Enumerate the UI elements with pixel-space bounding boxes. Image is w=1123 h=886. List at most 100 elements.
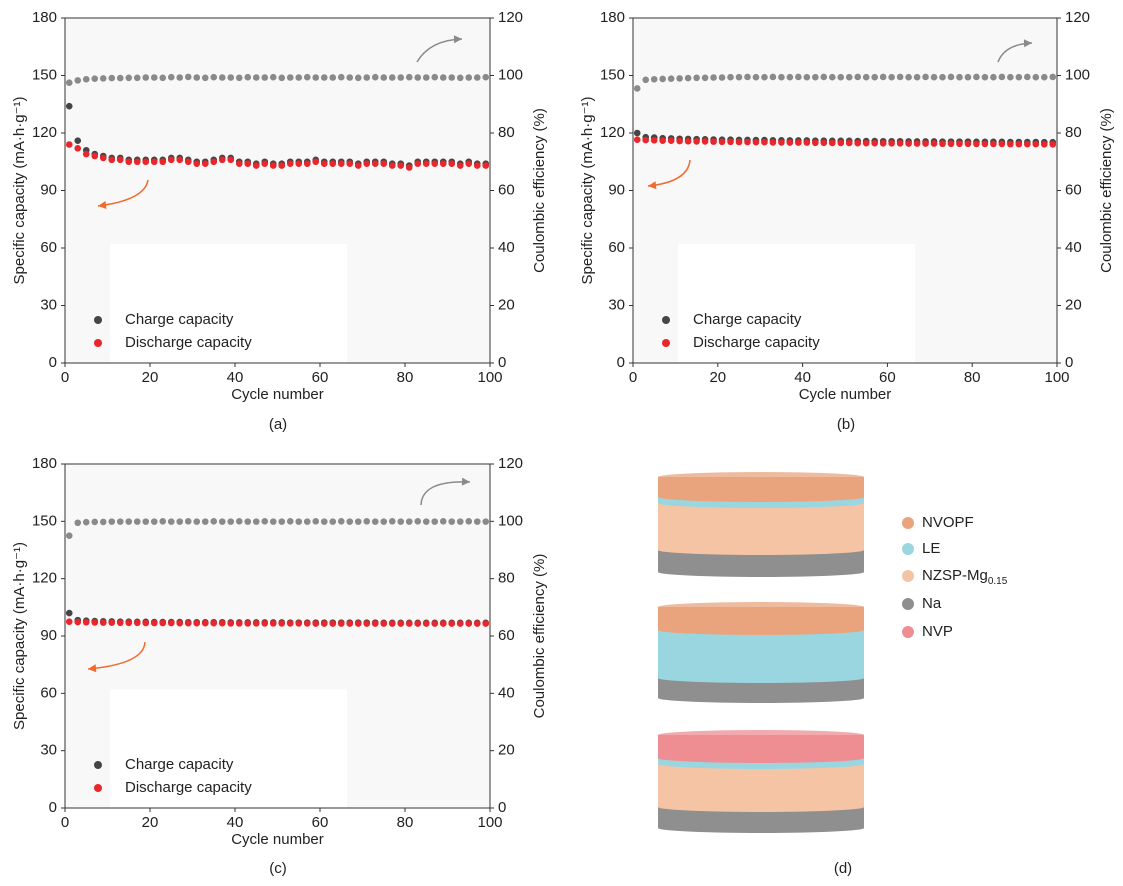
data-point [1049, 141, 1057, 148]
data-point [828, 139, 836, 147]
y-tick-label: 120 [600, 124, 625, 141]
y2-tick-label: 20 [1065, 296, 1082, 313]
y-axis-label: Specific capacity (mA·h·g⁻¹) [11, 97, 28, 285]
data-point [947, 140, 955, 148]
data-point [905, 73, 912, 81]
data-point [354, 620, 362, 627]
y-tick-label: 60 [608, 239, 625, 256]
y2-tick-label: 0 [498, 799, 506, 816]
data-point [956, 73, 963, 81]
data-point [65, 102, 73, 110]
data-point [803, 139, 811, 146]
layer [658, 630, 864, 678]
data-point [803, 73, 811, 81]
data-point [167, 156, 175, 164]
data-point [1024, 73, 1031, 81]
panel-label: (b) [837, 416, 855, 433]
data-point [431, 518, 439, 525]
data-point [278, 620, 286, 627]
legend-label: Charge capacity [125, 311, 234, 328]
plot-frame [632, 17, 1058, 364]
data-point [193, 74, 201, 81]
data-point [269, 73, 277, 81]
y2-tick-label: 20 [498, 296, 515, 313]
data-point [701, 74, 709, 82]
data-point [473, 518, 481, 525]
data-point [150, 158, 158, 166]
data-point [184, 619, 192, 627]
data-point [125, 518, 133, 525]
data-point [210, 73, 218, 81]
legend-box [110, 243, 347, 363]
y2-tick-label: 20 [498, 742, 515, 759]
data-point [888, 140, 895, 147]
data-point [414, 620, 422, 627]
data-point [184, 518, 192, 525]
data-point [448, 518, 456, 525]
data-point [837, 139, 845, 147]
data-point [448, 160, 456, 167]
data-point [133, 619, 141, 627]
data-point [261, 160, 269, 167]
data-point [761, 138, 768, 146]
data-point [786, 139, 794, 146]
data-point [380, 160, 388, 167]
data-point [286, 74, 294, 81]
data-point [329, 74, 337, 81]
panel-label: (a) [269, 416, 287, 433]
data-point [439, 620, 447, 627]
data-point [448, 74, 456, 81]
data-point [659, 137, 666, 144]
x-tick-label: 40 [794, 369, 811, 386]
legend-text: NVP [922, 623, 953, 640]
data-point [312, 158, 320, 166]
data-point [939, 73, 946, 81]
x-tick-label: 60 [312, 369, 329, 386]
data-point [278, 74, 286, 82]
y-axis-label: Specific capacity (mA·h·g⁻¹) [11, 542, 28, 730]
data-point [371, 73, 379, 81]
data-point [218, 74, 226, 81]
y2-axis-label: Coulombic efficiency (%) [531, 108, 548, 273]
data-point [388, 518, 396, 525]
data-point [786, 73, 794, 81]
legend-marker [94, 339, 102, 347]
data-point [727, 138, 734, 146]
y2-tick-label: 120 [1065, 9, 1090, 26]
x-tick-label: 0 [61, 369, 69, 386]
data-point [922, 140, 929, 147]
arrow-head [1023, 39, 1032, 48]
data-point [244, 160, 252, 167]
data-point [482, 620, 490, 627]
y2-tick-label: 120 [498, 9, 523, 26]
data-point [167, 619, 175, 627]
data-point [82, 150, 90, 158]
data-point [735, 138, 743, 146]
data-point [473, 74, 481, 81]
data-point [210, 158, 218, 166]
data-point [337, 73, 345, 81]
data-point [244, 518, 252, 525]
data-point [456, 518, 464, 525]
data-point [210, 518, 218, 525]
data-point [388, 620, 396, 627]
data-point [371, 160, 379, 167]
data-point [633, 136, 641, 144]
legend-label: Discharge capacity [125, 779, 252, 796]
data-point [735, 73, 743, 81]
y-tick-label: 0 [617, 354, 625, 371]
data-point [142, 619, 150, 627]
data-point [74, 618, 82, 626]
data-point [676, 75, 683, 82]
data-point [778, 139, 785, 146]
arrow-head [88, 664, 97, 673]
y-tick-label: 0 [49, 354, 57, 371]
y-tick-label: 150 [32, 66, 57, 83]
data-point [252, 74, 260, 81]
data-point [65, 532, 73, 539]
data-point [905, 140, 912, 147]
x-tick-label: 20 [142, 369, 159, 386]
data-point [397, 518, 405, 525]
data-point [1032, 140, 1040, 148]
y-tick-label: 180 [32, 9, 57, 26]
